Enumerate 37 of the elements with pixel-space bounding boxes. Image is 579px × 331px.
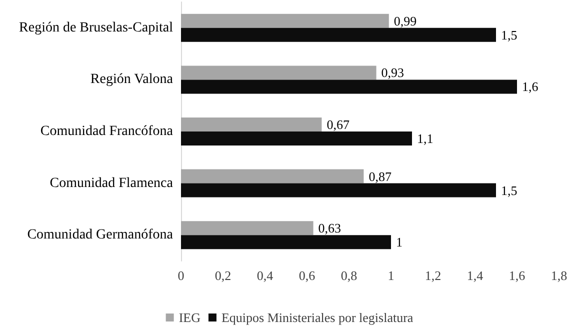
x-tick-label: 1,2 [424, 268, 442, 283]
data-label: 0,99 [394, 13, 417, 28]
y-tick-label: Comunidad Francófona [40, 124, 174, 139]
x-tick-label: 1,8 [550, 268, 568, 283]
y-tick-label: Región de Bruselas-Capital [19, 20, 174, 36]
data-label: 0,87 [368, 168, 392, 184]
data-label: 1 [396, 234, 402, 250]
data-label: 1,5 [501, 182, 518, 198]
bar [181, 132, 412, 146]
x-tick-label: 0,4 [256, 268, 274, 283]
bar [181, 80, 517, 94]
bar [181, 169, 364, 184]
x-tick-label: 1,6 [508, 268, 526, 283]
data-label: 0,93 [381, 65, 404, 80]
y-tick-label: Comunidad Germanófona [27, 228, 174, 243]
x-tick-label: 0 [178, 268, 184, 283]
y-tick-label: Región Valona [90, 72, 174, 88]
data-label: 1,5 [501, 27, 518, 42]
bar [181, 221, 314, 236]
legend-label: Equipos Ministeriales por legislatura [221, 310, 414, 325]
y-tick-label: Comunidad Flamenca [50, 176, 174, 191]
data-label: 0,63 [318, 220, 342, 236]
x-tick-label: 0,8 [340, 268, 358, 283]
data-label: 0,67 [326, 117, 350, 132]
bar [181, 28, 496, 42]
legend-label: IEG [178, 310, 200, 325]
bar [181, 118, 322, 132]
x-tick-label: 0,2 [214, 268, 232, 283]
bar [181, 66, 376, 80]
bar [181, 183, 496, 198]
bar [181, 14, 389, 28]
bar [181, 235, 391, 250]
data-label: 1,6 [522, 79, 539, 94]
data-label: 1,1 [417, 131, 434, 146]
x-tick-label: 1,4 [466, 268, 484, 283]
x-tick-label: 1 [388, 268, 394, 283]
x-tick-label: 0,6 [298, 268, 316, 283]
